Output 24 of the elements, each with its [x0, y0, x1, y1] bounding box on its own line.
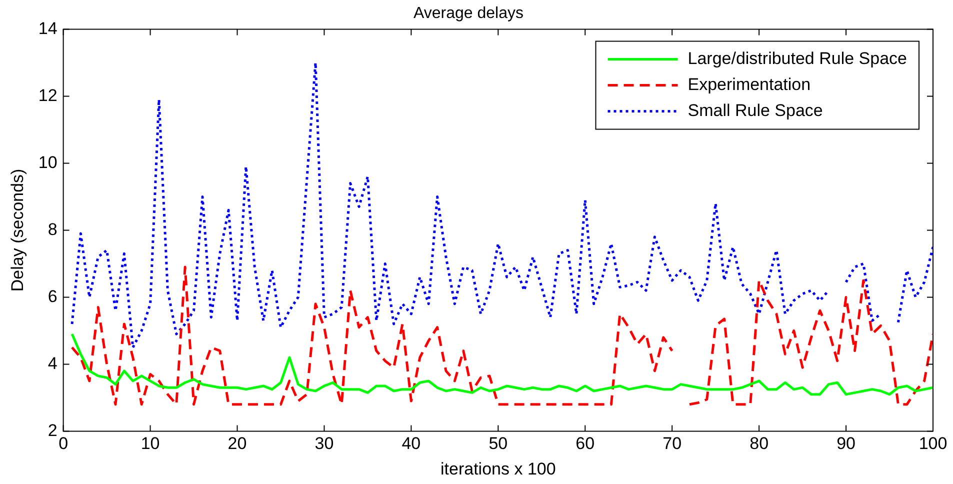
- y-tick-label: 14: [38, 18, 58, 38]
- x-tick-label: 80: [750, 434, 769, 454]
- y-tick-label: 12: [38, 86, 58, 105]
- x-tick-label: 0: [58, 434, 68, 454]
- y-tick-label: 6: [48, 286, 58, 306]
- legend-label: Large/distributed Rule Space: [688, 48, 907, 68]
- legend-label: Small Rule Space: [688, 100, 823, 120]
- y-axis-title: Delay (seconds): [8, 168, 27, 292]
- y-tick-label: 10: [38, 152, 58, 172]
- x-tick-label: 30: [314, 434, 334, 454]
- x-tick-label: 90: [836, 434, 856, 454]
- y-tick-label: 4: [48, 354, 58, 373]
- y-tick-label: 8: [48, 220, 58, 239]
- chart-title: Average delays: [414, 5, 524, 22]
- x-tick-label: 70: [662, 434, 682, 454]
- x-tick-label: 40: [402, 434, 421, 454]
- x-tick-label: 50: [488, 434, 508, 454]
- x-tick-label: 10: [140, 434, 160, 454]
- y-tick-label: 2: [48, 420, 58, 440]
- x-axis-title: iterations x 100: [440, 459, 556, 478]
- x-tick-label: 100: [918, 434, 948, 454]
- x-tick-label: 60: [576, 434, 595, 454]
- legend-label: Experimentation: [688, 74, 811, 94]
- x-tick-label: 20: [228, 434, 247, 454]
